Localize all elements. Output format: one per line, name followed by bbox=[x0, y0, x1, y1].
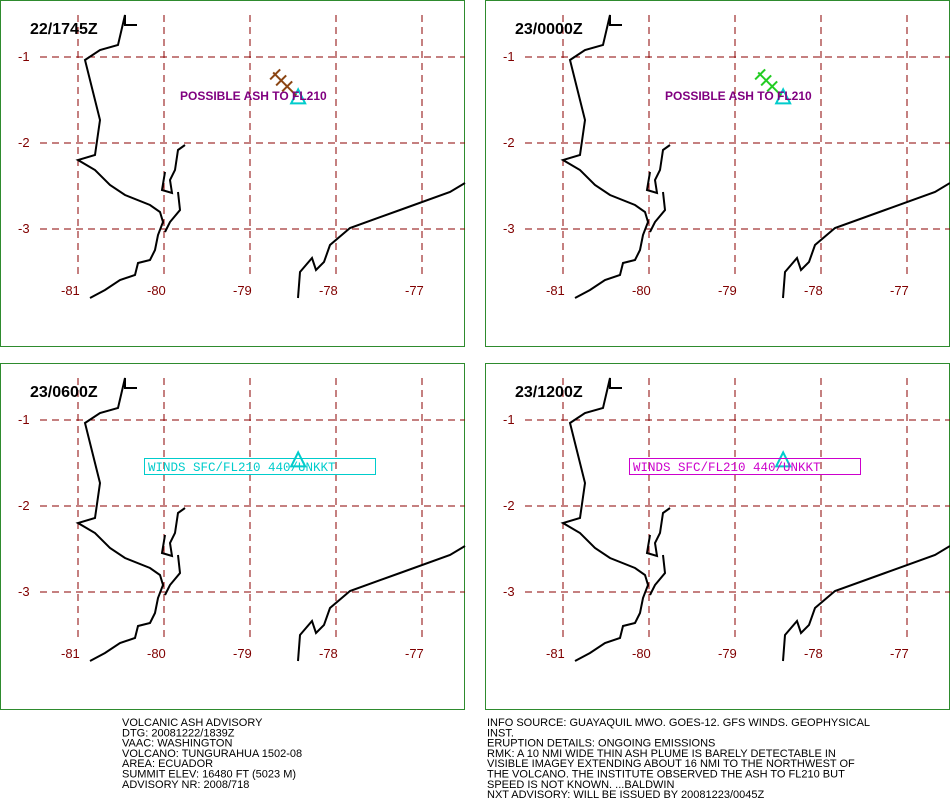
longitude-label: -78 bbox=[804, 283, 823, 298]
map-panel: -1 -2 -3 -81 -80 -79 -78 -77 22/1745Z POSSIBLE AS… bbox=[0, 0, 466, 347]
valid-time: 23/0000Z bbox=[515, 21, 583, 38]
ash-symbol bbox=[754, 68, 782, 97]
coastline bbox=[560, 377, 950, 662]
advisory-line: VOLCANIC ASH ADVISORY bbox=[122, 717, 263, 729]
latitude-label: -2 bbox=[503, 135, 515, 150]
latitude-label: -2 bbox=[18, 498, 30, 513]
longitude-label: -79 bbox=[233, 283, 252, 298]
annotation: POSSIBLE ASH TO FL210 bbox=[665, 89, 812, 103]
ash-bar bbox=[766, 80, 778, 93]
advisory-line: INFO SOURCE: GUAYAQUIL MWO. GOES-12. GFS… bbox=[487, 717, 870, 729]
latitude-label: -3 bbox=[503, 221, 515, 236]
ash-bar bbox=[269, 68, 281, 81]
advisory-line: VISIBLE IMAGEY EXTENDING ABOUT 16 NMI TO… bbox=[487, 758, 855, 770]
coastline bbox=[560, 14, 950, 299]
map-panel: -1 -2 -3 -81 -80 -79 -78 -77 23/0000Z POSSIBLE AS… bbox=[485, 0, 950, 347]
advisory-line: INST. bbox=[487, 727, 514, 739]
advisory-line: AREA: ECUADOR bbox=[122, 758, 213, 770]
longitude-label: -81 bbox=[61, 283, 80, 298]
map-panel: -1 -2 -3 -81 -80 -79 -78 -77 23/0600Z WINDS SFC/F… bbox=[0, 363, 466, 710]
advisory-line: RMK: A 10 NMI WIDE THIN ASH PLUME IS BAR… bbox=[487, 748, 836, 760]
longitude-label: -80 bbox=[147, 283, 166, 298]
coastline bbox=[75, 14, 466, 299]
coastline bbox=[75, 377, 466, 662]
volcano-marker bbox=[774, 450, 792, 468]
ash-bar bbox=[754, 68, 766, 81]
valid-time: 22/1745Z bbox=[30, 21, 98, 38]
longitude-label: -77 bbox=[405, 283, 424, 298]
longitude-label: -81 bbox=[546, 283, 565, 298]
ash-bar bbox=[275, 74, 287, 87]
longitude-label: -78 bbox=[319, 283, 338, 298]
valid-time: 23/0600Z bbox=[30, 384, 98, 401]
latitude-label: -1 bbox=[18, 412, 30, 427]
longitude-label: -80 bbox=[632, 646, 651, 661]
advisory-line: VAAC: WASHINGTON bbox=[122, 738, 232, 750]
longitude-label: -78 bbox=[804, 646, 823, 661]
map-panel: -1 -2 -3 -81 -80 -79 -78 -77 23/1200Z WINDS SFC/F… bbox=[485, 363, 950, 710]
valid-time: 23/1200Z bbox=[515, 384, 583, 401]
longitude-label: -79 bbox=[718, 646, 737, 661]
ash-stem bbox=[757, 71, 782, 97]
longitude-label: -79 bbox=[233, 646, 252, 661]
advisory-line: VOLCANO: TUNGURAHUA 1502-08 bbox=[122, 748, 302, 760]
volcano-marker bbox=[289, 87, 307, 105]
advisory-line: NXT ADVISORY: WILL BE ISSUED BY 20081223… bbox=[487, 789, 764, 801]
advisory-line: ADVISORY NR: 2008/718 bbox=[122, 779, 249, 791]
advisory-line: DTG: 20081222/1839Z bbox=[122, 727, 235, 739]
longitude-label: -79 bbox=[718, 283, 737, 298]
latitude-label: -1 bbox=[503, 412, 515, 427]
advisory-line: THE VOLCANO. THE INSTITUTE OBSERVED THE … bbox=[487, 769, 845, 781]
latitude-label: -3 bbox=[18, 221, 30, 236]
ash-symbol bbox=[269, 68, 297, 97]
ash-bar bbox=[760, 74, 772, 87]
ash-bar bbox=[281, 80, 293, 93]
longitude-label: -77 bbox=[405, 646, 424, 661]
advisory-line: ERUPTION DETAILS: ONGOING EMISSIONS bbox=[487, 738, 715, 750]
longitude-label: -80 bbox=[147, 646, 166, 661]
latitude-label: -1 bbox=[503, 49, 515, 64]
latitude-label: -3 bbox=[503, 584, 515, 599]
advisory-line: SUMMIT ELEV: 16480 FT (5023 M) bbox=[122, 769, 296, 781]
annotation-box bbox=[144, 458, 376, 475]
latitude-label: -1 bbox=[18, 49, 30, 64]
longitude-label: -81 bbox=[546, 646, 565, 661]
annotation: WINDS SFC/FL210 440/UNKKT bbox=[633, 461, 821, 475]
ash-stem bbox=[272, 71, 297, 97]
annotation: POSSIBLE ASH TO FL210 bbox=[180, 89, 327, 103]
longitude-label: -77 bbox=[890, 646, 909, 661]
volcano-marker bbox=[774, 87, 792, 105]
longitude-label: -81 bbox=[61, 646, 80, 661]
annotation: WINDS SFC/FL210 440/UNKKT bbox=[148, 461, 336, 475]
annotation-box bbox=[629, 458, 861, 475]
latitude-label: -2 bbox=[18, 135, 30, 150]
latitude-label: -3 bbox=[18, 584, 30, 599]
longitude-label: -77 bbox=[890, 283, 909, 298]
longitude-label: -78 bbox=[319, 646, 338, 661]
latitude-label: -2 bbox=[503, 498, 515, 513]
advisory-line: SPEED IS NOT KNOWN. ...BALDWIN bbox=[487, 779, 674, 791]
longitude-label: -80 bbox=[632, 283, 651, 298]
volcano-marker bbox=[289, 450, 307, 468]
